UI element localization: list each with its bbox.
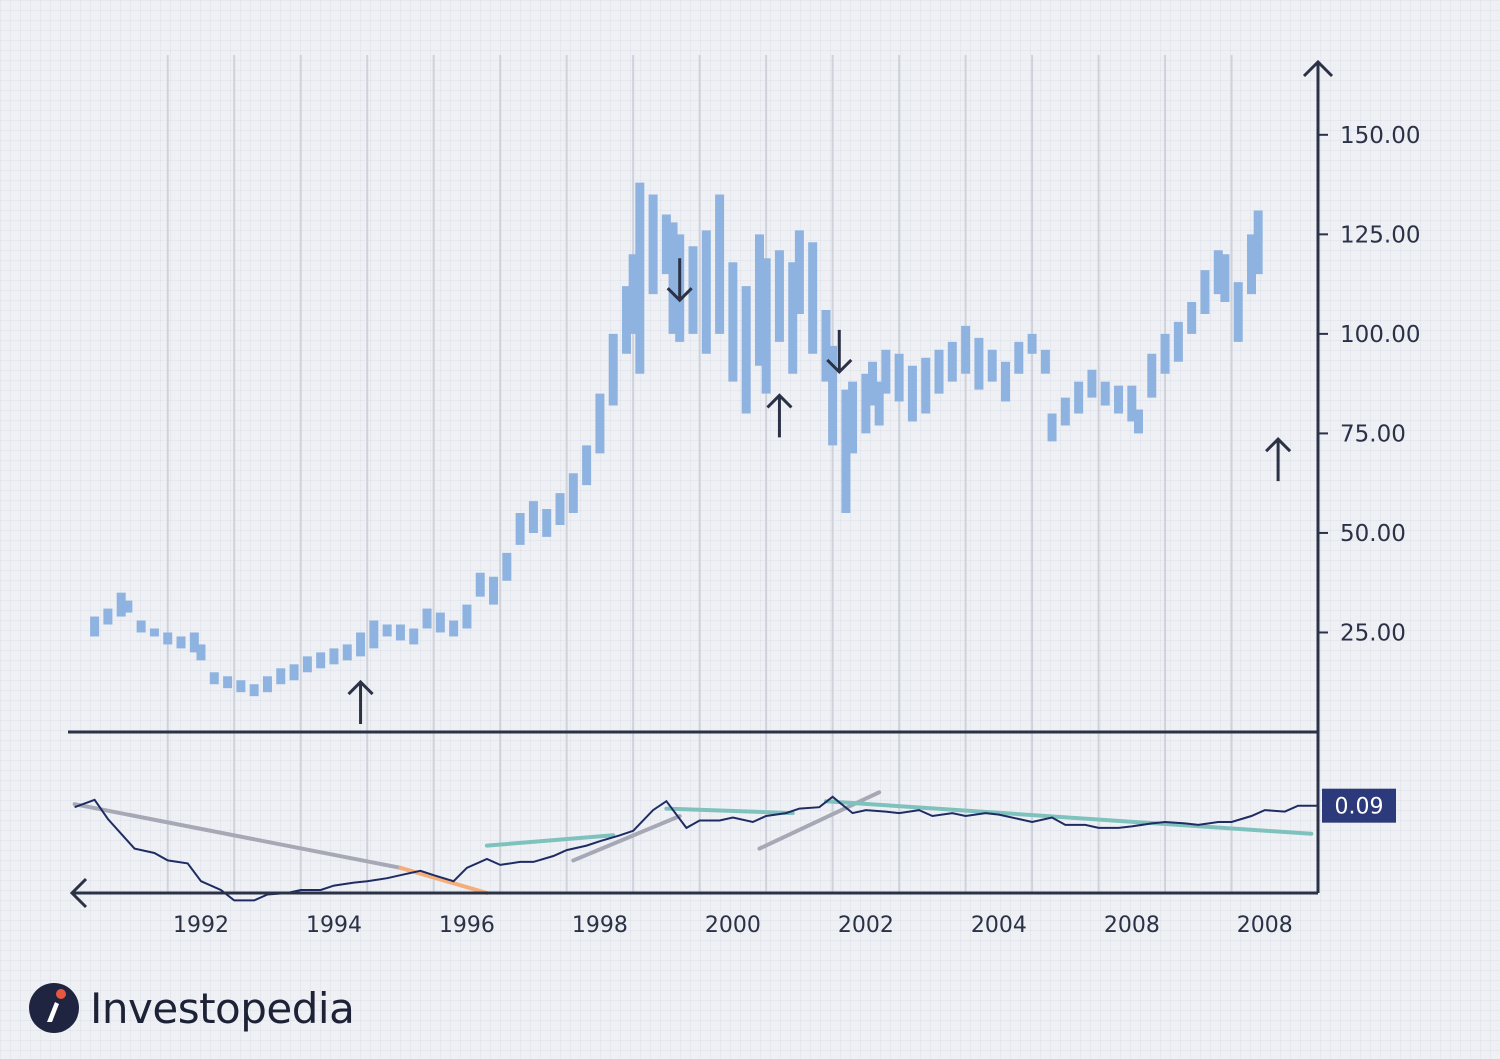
x-tick-label: 1994 <box>306 913 362 938</box>
badge-background <box>1322 788 1396 823</box>
y-tick-label: 150.00 <box>1340 123 1420 149</box>
x-axis-labels: 1992 1994 1996 1998 2000 2002 2004 2008 2008 <box>173 913 1293 938</box>
axes <box>68 59 1334 909</box>
last-value-badge: 0.09 <box>1322 788 1396 823</box>
trendline <box>484 833 616 848</box>
x-tick-label: 2002 <box>838 913 894 938</box>
indicator-line <box>74 795 1318 902</box>
arrow-down-icon <box>826 329 853 375</box>
y-tick-label: 100.00 <box>1340 322 1420 348</box>
x-tick-label: 2004 <box>971 913 1027 938</box>
price-bars <box>90 182 1263 697</box>
vertical-gridlines <box>166 55 1233 893</box>
arrow-up-icon <box>766 393 793 438</box>
indicator-trendlines <box>72 790 1314 895</box>
badge-label: 0.09 <box>1335 795 1384 820</box>
y-tick-label: 50.00 <box>1340 521 1406 547</box>
y-tick-label: 25.00 <box>1340 620 1406 646</box>
trendline <box>823 799 1314 836</box>
arrow-up-icon <box>1265 437 1292 482</box>
x-tick-label: 2000 <box>705 913 761 938</box>
trendline <box>664 806 795 816</box>
x-tick-label: 1996 <box>439 913 495 938</box>
brand-name: Investopedia <box>90 983 355 1033</box>
y-tick-label: 75.00 <box>1340 421 1406 447</box>
arrow-down-icon <box>666 258 693 303</box>
y-axis-labels: 150.00 125.00 100.00 75.00 50.00 25.00 <box>1318 123 1420 646</box>
x-axis-arrow-icon <box>69 877 88 909</box>
trendline <box>757 790 882 851</box>
investopedia-logo: Investopedia <box>28 980 355 1036</box>
investopedia-i-icon <box>29 983 79 1033</box>
signal-arrows <box>347 258 1292 725</box>
trendline <box>571 814 682 863</box>
x-tick-label: 1992 <box>173 913 229 938</box>
indicator-series-line <box>74 795 1318 902</box>
arrow-up-icon <box>347 679 374 725</box>
trendline <box>72 802 403 870</box>
x-tick-label: 1998 <box>572 913 628 938</box>
x-tick-label: 2008 <box>1104 913 1160 938</box>
y-axis-arrow-icon <box>1302 59 1334 78</box>
x-tick-label: 2008 <box>1237 913 1293 938</box>
y-tick-label: 125.00 <box>1340 222 1420 248</box>
